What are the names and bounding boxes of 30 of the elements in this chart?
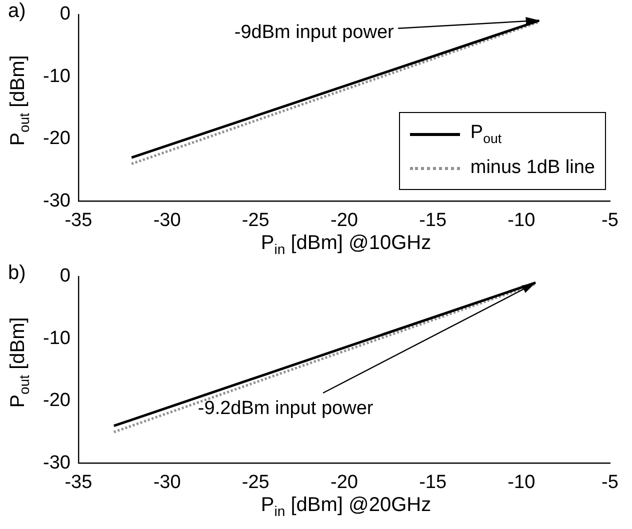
x-axis-title: P$_{in}$ [dBm] @20GHz (260, 494, 432, 519)
x-tick-label: -10 (508, 472, 536, 493)
x-tick-label: -35 (64, 472, 92, 493)
x-tick-label: -30 (153, 472, 181, 493)
y-tick-label: -20 (42, 390, 70, 412)
x-tick-label: -35 (64, 210, 92, 231)
chart-title: b) (8, 262, 26, 285)
legend-label: minus 1dB line (470, 157, 595, 179)
x-axis-title: P$_{in}$ [dBm] @10GHz (260, 232, 432, 257)
y-tick-label: 0 (60, 266, 70, 287)
y-tick-label: 0 (60, 4, 70, 25)
y-tick-label: -10 (42, 328, 70, 349)
annotation: -9dBm input power (234, 22, 395, 43)
x-tick-label: -5 (602, 210, 618, 231)
x-tick-label: -10 (508, 210, 536, 231)
chart-title: a) (8, 0, 26, 23)
x-tick-label: -15 (419, 210, 447, 231)
x-tick-label: -30 (153, 210, 181, 231)
y-tick-label: -20 (42, 128, 70, 150)
legend-label: P$_{out}$ (470, 122, 502, 146)
x-tick-label: -5 (602, 472, 618, 493)
y-tick-label: -30 (42, 452, 70, 474)
y-tick-label: -10 (42, 66, 70, 87)
x-tick-label: -20 (330, 472, 358, 493)
x-tick-label: -25 (242, 210, 270, 231)
y-tick-label: -30 (42, 190, 70, 212)
x-tick-label: -25 (242, 472, 270, 493)
annotation: -9.2dBm input power (198, 398, 374, 419)
x-tick-label: -20 (330, 210, 358, 231)
x-tick-label: -15 (419, 472, 447, 493)
